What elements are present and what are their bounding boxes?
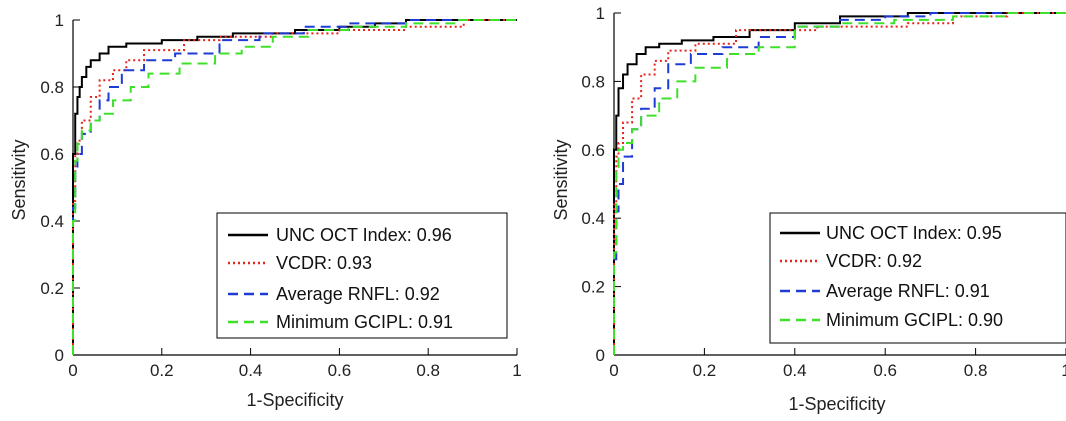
x-tick-label-left: 0.4 <box>239 361 263 380</box>
x-tick-label-left: 0 <box>68 361 77 380</box>
legend-entry-unc-left: UNC OCT Index: 0.96 <box>276 225 452 245</box>
legend-left: UNC OCT Index: 0.96 VCDR: 0.93 Average R… <box>216 212 508 339</box>
x-tick-label-right: 0.4 <box>783 361 807 380</box>
x-tick-label-left: 0.8 <box>416 361 440 380</box>
series-line-average-rnfl-right <box>613 12 1066 355</box>
y-tick-label-left: 0 <box>55 346 64 365</box>
x-tick-label-right: 0.8 <box>964 361 988 380</box>
roc-chart-right: Sensitivity 1-Specificity 0 0.2 0.4 0.6 0.8 1… <box>551 4 1066 414</box>
y-tick-label-left: 0.6 <box>40 145 64 164</box>
x-tick-label-right: 0.6 <box>873 361 897 380</box>
series-line-vcdr-right <box>613 12 1066 355</box>
series-line-average-rnfl-left <box>72 19 517 355</box>
legend-entry-unc-right: UNC OCT Index: 0.95 <box>826 223 1002 243</box>
legend-right: UNC OCT Index: 0.95 VCDR: 0.92 Average R… <box>769 212 1066 344</box>
plot-area-left: 0 0.2 0.4 0.6 0.8 1 0 0.2 0.4 0.6 0.8 1 <box>40 11 521 380</box>
legend-entry-vcdr-left: VCDR: 0.93 <box>276 253 372 273</box>
x-tick-label-right: 0.2 <box>693 361 717 380</box>
series-line-minimum-gcipl-left <box>72 19 517 355</box>
x-tick-label-left: 1 <box>512 361 521 380</box>
x-axis-label-left: 1-Specificity <box>246 390 343 410</box>
legend-entry-gcipl-left: Minimum GCIPL: 0.91 <box>276 312 453 332</box>
legend-entry-rnfl-right: Average RNFL: 0.91 <box>826 281 990 301</box>
x-tick-label-right: 1 <box>1061 361 1066 380</box>
y-tick-label-left: 0.4 <box>40 212 64 231</box>
x-tick-label-left: 0.6 <box>328 361 352 380</box>
legend-box-right <box>769 212 1066 344</box>
y-tick-label-left: 1 <box>55 11 64 30</box>
series-line-vcdr-left <box>72 19 517 355</box>
x-tick-label-left: 0.2 <box>150 361 174 380</box>
series-line-unc-oct-index-right <box>613 12 1066 355</box>
y-axis-label-right: Sensitivity <box>551 139 571 220</box>
y-tick-label-right: 0.6 <box>581 141 605 160</box>
series-line-minimum-gcipl-right <box>613 12 1066 355</box>
legend-entry-vcdr-right: VCDR: 0.92 <box>826 251 922 271</box>
y-axis-label-left: Sensitivity <box>9 139 29 220</box>
y-tick-label-left: 0.2 <box>40 279 64 298</box>
y-tick-label-left: 0.8 <box>40 78 64 97</box>
y-tick-label-right: 0.2 <box>581 278 605 297</box>
y-tick-label-right: 0 <box>596 346 605 365</box>
x-tick-label-right: 0 <box>609 361 618 380</box>
plot-area-right: 0 0.2 0.4 0.6 0.8 1 0 0.2 0.4 0.6 0.8 1 <box>581 4 1066 380</box>
y-tick-label-right: 0.8 <box>581 72 605 91</box>
legend-entry-rnfl-left: Average RNFL: 0.92 <box>276 284 440 304</box>
x-axis-label-right: 1-Specificity <box>788 394 885 414</box>
y-tick-label-right: 0.4 <box>581 209 605 228</box>
roc-chart-left: Sensitivity 1-Specificity 0 0.2 0.4 0.6 0.8 1… <box>9 11 522 410</box>
y-tick-label-right: 1 <box>596 4 605 23</box>
legend-entry-gcipl-right: Minimum GCIPL: 0.90 <box>826 310 1003 330</box>
